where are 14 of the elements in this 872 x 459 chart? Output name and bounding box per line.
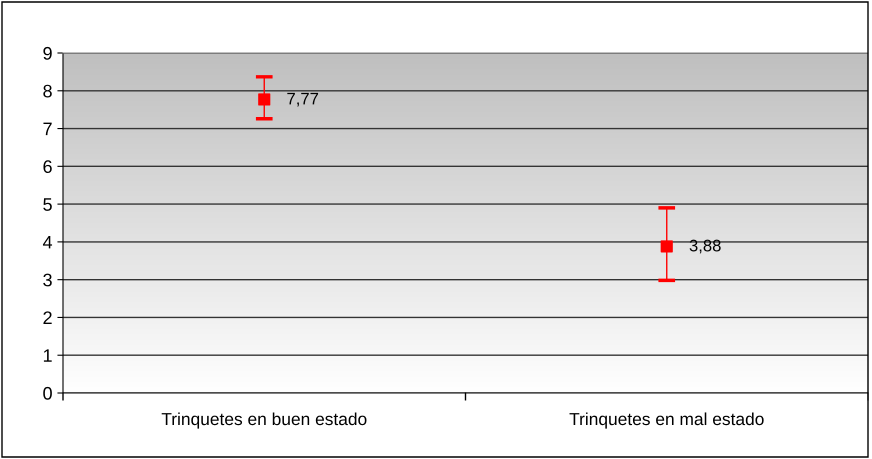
data-label: 7,77 [287,92,318,106]
y-tick-label: 4 [42,236,52,248]
y-tick-label: 6 [43,160,52,174]
x-tick-label: Trinquetes en buen estado [162,412,366,429]
data-label: 3,88 [690,240,721,254]
y-tick-label: 2 [43,311,52,324]
y-tick-label: 3 [43,274,52,286]
y-tick-label: 9 [43,46,52,60]
y-tick-label: 0 [43,386,52,400]
y-tick-label: 7 [43,122,52,136]
y-tick-label: 8 [43,84,52,98]
x-tick-label: Trinquetes en mal estado [570,412,764,429]
y-tick-label: 5 [43,198,52,211]
y-tick-label: 1 [44,349,52,362]
